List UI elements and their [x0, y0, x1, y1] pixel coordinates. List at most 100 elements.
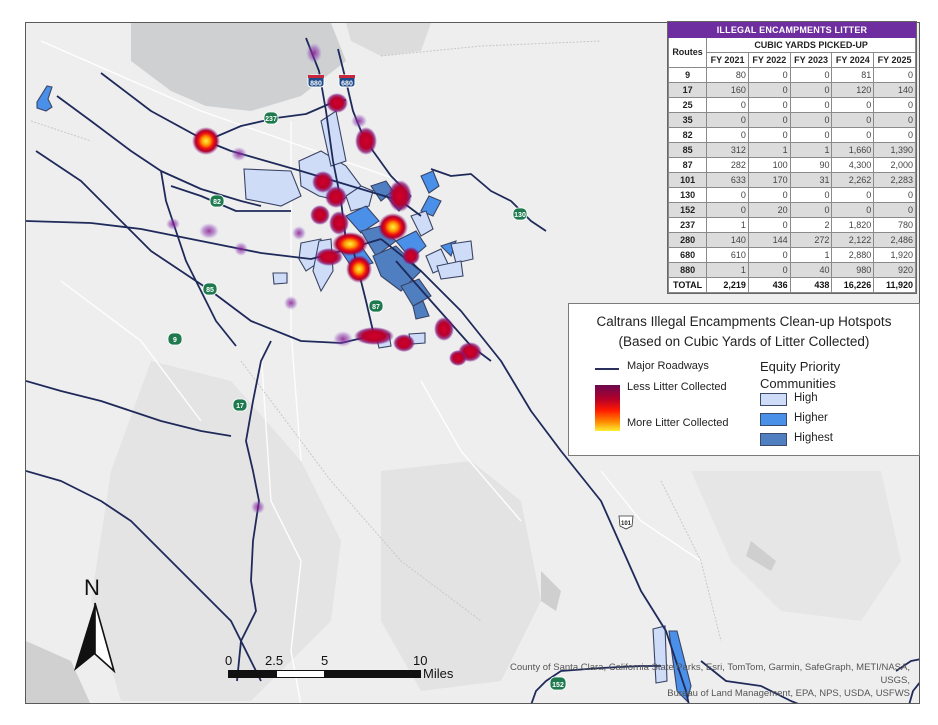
- value-cell: 920: [873, 262, 916, 278]
- value-cell: 120: [831, 82, 875, 98]
- total-cell: 438: [789, 277, 833, 293]
- scale-units: Miles: [423, 666, 454, 681]
- routes-header: Routes: [667, 37, 708, 68]
- col-fy2022: FY 2022: [747, 52, 791, 68]
- table-row: 237 1 0 2 1,820 780: [667, 217, 916, 233]
- value-cell: 0: [873, 202, 916, 218]
- value-cell: 140: [706, 232, 749, 248]
- value-cell: 1,660: [831, 142, 875, 158]
- col-fy2021: FY 2021: [706, 52, 749, 68]
- equity-high-swatch-icon: [760, 393, 787, 406]
- scale-tick-0: 0: [225, 653, 233, 668]
- value-cell: 0: [747, 247, 791, 263]
- col-fy2025: FY 2025: [873, 52, 916, 68]
- value-cell: 0: [873, 67, 916, 83]
- col-fy2024: FY 2024: [831, 52, 875, 68]
- route-cell: 152: [667, 202, 708, 218]
- total-cell: 2,219: [706, 277, 749, 293]
- litter-hotspots: [166, 43, 482, 514]
- value-cell: 1,920: [873, 247, 916, 263]
- table-row: 17 160 0 0 120 140: [667, 82, 916, 98]
- value-cell: 1,390: [873, 142, 916, 158]
- north-label: N: [84, 575, 100, 600]
- value-cell: 1: [706, 217, 749, 233]
- more-litter-label: More Litter Collected: [627, 417, 729, 429]
- table-row: 25 0 0 0 0 0: [667, 97, 916, 113]
- value-cell: 0: [747, 82, 791, 98]
- legend-title-line1: Caltrans Illegal Encampments Clean-up Ho…: [596, 314, 892, 329]
- north-arrow-icon: [74, 602, 116, 674]
- value-cell: 2,122: [831, 232, 875, 248]
- scale-bar: [228, 670, 421, 678]
- shield-101: 101: [618, 515, 634, 530]
- route-cell: 101: [667, 172, 708, 188]
- table-row: 9 80 0 0 81 0: [667, 67, 916, 83]
- equity-highest-label: Highest: [794, 432, 833, 444]
- total-label: TOTAL: [667, 277, 708, 293]
- table-title: ILLEGAL ENCAMPMENTS LITTER: [668, 22, 916, 38]
- shield-85: 85: [202, 282, 218, 296]
- table-row: 880 1 0 40 980 920: [667, 262, 916, 278]
- table-row: 101 633 170 31 2,262 2,283: [667, 172, 916, 188]
- value-cell: 282: [706, 157, 749, 173]
- route-cell: 880: [667, 262, 708, 278]
- value-cell: 312: [706, 142, 749, 158]
- svg-text:680: 680: [341, 81, 353, 88]
- value-cell: 0: [706, 97, 749, 113]
- value-cell: 0: [747, 67, 791, 83]
- value-cell: 0: [831, 202, 875, 218]
- value-cell: 2,880: [831, 247, 875, 263]
- route-cell: 85: [667, 142, 708, 158]
- value-cell: 0: [873, 97, 916, 113]
- equity-higher-swatch-icon: [760, 413, 787, 426]
- route-shields: 880 680 237 82 130 85 87 9 17 101 152: [167, 74, 634, 691]
- total-row: TOTAL 2,219 436 438 16,226 11,920: [667, 277, 916, 293]
- value-cell: 144: [747, 232, 791, 248]
- value-cell: 0: [873, 127, 916, 143]
- svg-text:130: 130: [514, 212, 526, 219]
- col-fy2023: FY 2023: [789, 52, 833, 68]
- equity-high-label: High: [794, 392, 818, 404]
- equity-legend-title: Equity Priority Communities: [760, 358, 840, 392]
- shield-17: 17: [232, 398, 248, 412]
- route-cell: 87: [667, 157, 708, 173]
- table-row: 85 312 1 1 1,660 1,390: [667, 142, 916, 158]
- table-row: 680 610 0 1 2,880 1,920: [667, 247, 916, 263]
- cubic-yards-header: CUBIC YARDS PICKED-UP: [706, 37, 916, 53]
- value-cell: 0: [706, 187, 749, 203]
- route-cell: 237: [667, 217, 708, 233]
- value-cell: 1: [789, 247, 833, 263]
- value-cell: 0: [831, 97, 875, 113]
- value-cell: 980: [831, 262, 875, 278]
- value-cell: 2: [789, 217, 833, 233]
- value-cell: 40: [789, 262, 833, 278]
- shield-9: 9: [167, 332, 183, 346]
- value-cell: 0: [706, 127, 749, 143]
- value-cell: 0: [747, 97, 791, 113]
- shield-680: 680: [338, 74, 356, 88]
- route-cell: 17: [667, 82, 708, 98]
- shield-82: 82: [209, 194, 225, 208]
- value-cell: 140: [873, 82, 916, 98]
- shield-880: 880: [307, 74, 325, 88]
- route-cell: 35: [667, 112, 708, 128]
- value-cell: 0: [789, 82, 833, 98]
- svg-text:87: 87: [372, 304, 380, 311]
- route-cell: 25: [667, 97, 708, 113]
- equity-title-line1: Equity Priority: [760, 359, 841, 374]
- route-cell: 130: [667, 187, 708, 203]
- value-cell: 81: [831, 67, 875, 83]
- value-cell: 0: [706, 112, 749, 128]
- value-cell: 90: [789, 157, 833, 173]
- value-cell: 20: [747, 202, 791, 218]
- shield-87: 87: [368, 299, 384, 313]
- shield-152: 152: [549, 676, 567, 691]
- value-cell: 0: [789, 112, 833, 128]
- value-cell: 0: [789, 97, 833, 113]
- value-cell: 0: [789, 127, 833, 143]
- value-cell: 1: [747, 142, 791, 158]
- table-row: 35 0 0 0 0 0: [667, 112, 916, 128]
- value-cell: 0: [747, 127, 791, 143]
- route-cell: 82: [667, 127, 708, 143]
- value-cell: 2,262: [831, 172, 875, 188]
